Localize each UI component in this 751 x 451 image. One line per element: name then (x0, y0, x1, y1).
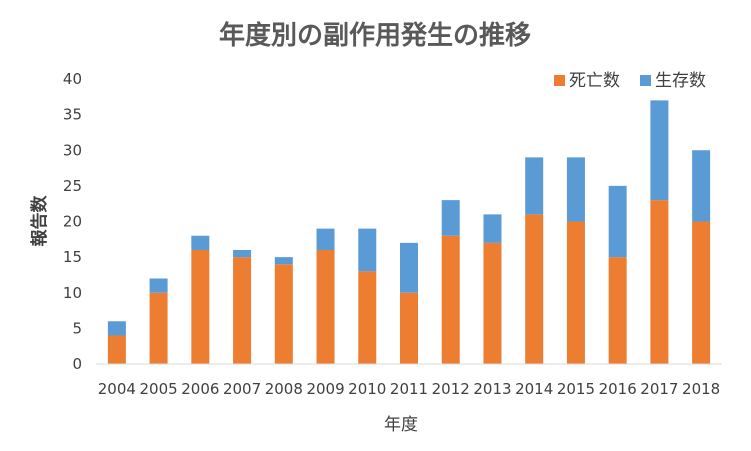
y-tick-label: 30 (63, 141, 82, 159)
y-tick-label: 35 (63, 106, 82, 124)
x-tick-label: 2006 (181, 380, 219, 398)
bar-segment (650, 100, 669, 201)
legend-label: 生存数 (655, 71, 706, 91)
x-tick-label: 2014 (515, 380, 553, 398)
bar-segment (316, 228, 335, 250)
bar-segment (233, 257, 252, 364)
y-axis-ticks: 0 5 10 15 20 25 30 35 40 (63, 70, 82, 373)
bar-segment (358, 228, 377, 272)
y-tick-label: 20 (63, 213, 82, 231)
bar-segment (692, 150, 711, 222)
bar-segment (608, 185, 627, 258)
bar-segment (650, 200, 669, 364)
bar-segment (441, 200, 460, 236)
y-tick-label: 0 (72, 355, 82, 373)
bar-segment (191, 235, 210, 250)
x-tick-label: 2010 (348, 380, 386, 398)
x-tick-label: 2004 (98, 380, 136, 398)
x-tick-label: 2016 (599, 380, 637, 398)
x-tick-label: 2013 (473, 380, 511, 398)
bar-segment (400, 242, 418, 293)
bar-segment (400, 292, 418, 364)
legend-label: 死亡数 (569, 71, 620, 91)
bar-segment (525, 214, 544, 364)
chart-title: 年度別の副作用発生の推移 (219, 20, 531, 51)
bar-segment (107, 321, 126, 336)
x-tick-label: 2017 (640, 380, 678, 398)
x-tick-label: 2009 (306, 380, 344, 398)
bar-segment (483, 242, 502, 364)
bar-segment (191, 250, 210, 364)
x-axis-label: 年度 (384, 415, 418, 435)
x-tick-label: 2018 (682, 380, 720, 398)
y-axis-label: 報告数 (29, 195, 50, 247)
x-tick-label: 2007 (223, 380, 261, 398)
bar-segment (608, 257, 627, 364)
x-tick-label: 2008 (265, 380, 303, 398)
bar-segment (483, 214, 502, 243)
bar-segment (274, 264, 293, 364)
x-tick-label: 2005 (140, 380, 178, 398)
bar-segment (107, 335, 126, 364)
bars (107, 100, 711, 364)
bar-segment (692, 221, 711, 364)
bar-segment (358, 271, 377, 364)
y-tick-label: 10 (63, 284, 82, 302)
x-tick-label: 2011 (390, 380, 428, 398)
bar-segment (441, 235, 460, 364)
y-tick-label: 40 (63, 70, 82, 88)
bar-segment (233, 250, 252, 258)
legend-swatch (554, 75, 565, 86)
x-axis-ticks: 2004 2005 2006 2007 2008 2009 2010 2011 2012 2013… (98, 380, 720, 398)
x-tick-label: 2012 (432, 380, 470, 398)
y-tick-label: 15 (63, 248, 82, 266)
bar-segment (566, 157, 585, 222)
legend-swatch (640, 75, 651, 86)
bar-segment (149, 292, 168, 364)
y-tick-label: 25 (63, 177, 82, 195)
bar-segment (566, 221, 585, 364)
bar-segment (274, 257, 293, 265)
bar-segment (525, 157, 544, 215)
bar-segment (149, 278, 168, 293)
legend: 死亡数 生存数 (554, 71, 706, 91)
x-tick-label: 2015 (557, 380, 595, 398)
y-tick-label: 5 (72, 319, 82, 337)
bar-segment (316, 250, 335, 364)
